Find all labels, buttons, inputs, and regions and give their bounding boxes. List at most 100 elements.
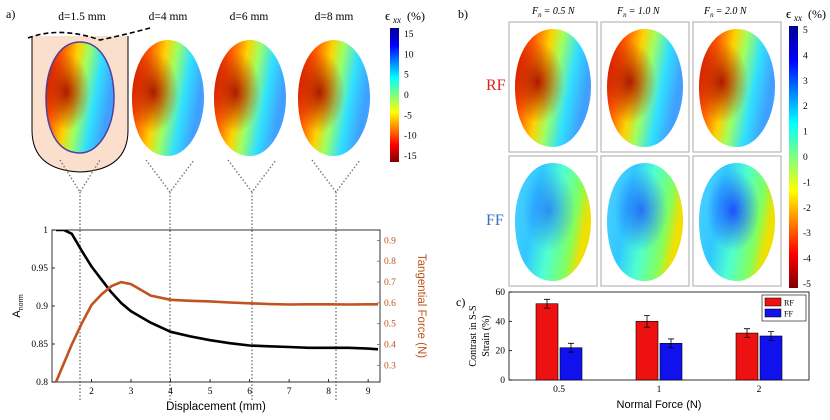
colorbar-b-tick: 1 [803,128,808,138]
force-value: = 2.0 N [716,6,748,17]
colorbar-a-tick: 10 [404,50,414,60]
colorbar-a: ϵ xx (%) 15 10 5 0 -5 -10 -15 [385,8,425,162]
svg-text:Fn= 0.5 N: Fn = 0.5 N [531,6,576,19]
row-label-ff: FF [486,212,504,229]
bar-x-tick-label: 1 [657,385,662,395]
depth-label: d=6 mm [230,11,269,23]
y-right-tick-label: 0.9 [384,236,396,246]
panel-b-label: b) [458,7,468,21]
colorbar-a-unit: (%) [407,9,425,23]
bar-y-tick-label: 0 [500,376,505,386]
strain-map [45,41,115,154]
bar-x-tick-label: 2 [757,385,762,395]
colorbar-b-unit: (%) [808,7,826,21]
depth-labels: d=1.5 mm d=4 mm d=6 mm d=8 mm [58,11,353,23]
bar-ff [659,343,683,381]
bar-rf [735,332,759,381]
colorbar-b-tick: 3 [803,77,808,87]
bar-rf [535,303,559,381]
strain-map [607,29,683,147]
error-bar [768,331,774,341]
colorbar-b-tick: -2 [803,204,811,214]
colorbar-b-tick: -3 [803,229,811,239]
svg-text:Contrast in S-S: Contrast in S-S [468,305,479,366]
strain-map [298,40,370,156]
colorbar-a-subscript: xx [392,15,401,25]
strain-map [132,40,204,156]
strain-map [607,163,683,281]
x-tick-label: 2 [89,387,94,397]
a-norm-line [56,230,379,351]
connector-lines [59,159,361,400]
colorbar-a-tick: -15 [404,152,417,162]
strain-map [515,29,591,147]
panel-a-label: a) [6,7,15,21]
error-bar [568,342,574,353]
y-right-tick-label: 0.3 [384,361,396,371]
depth-label: d=4 mm [149,11,188,23]
x-tick-label: 8 [326,387,331,397]
force-subscript: n [710,11,714,19]
force-symbol: F [531,6,539,17]
colorbar-a-tick: 5 [404,71,409,81]
bar-ff [559,347,583,381]
strain-map-row [45,40,370,156]
y-axis-label-right: Tangential Force (N) [415,254,427,358]
strain-map [699,29,775,147]
error-bar [668,338,674,349]
error-bar [544,298,550,309]
legend-swatch [764,297,782,307]
y-axis-label-left: Anorm [11,294,25,317]
legend-label: FF [784,310,793,319]
panel-c-label: c) [456,295,465,309]
bar-y-axis-label: Contrast in S-S Strain (%) [468,305,492,366]
error-bar [644,315,650,328]
colorbar-b-tick: -1 [803,178,811,188]
bar-y-tick-label: 20 [496,347,506,357]
bar-rf [635,321,659,381]
depth-label: d=1.5 mm [58,11,105,23]
colorbar-b-tick: 5 [803,26,808,36]
y-tick-label: 0.95 [31,264,48,274]
svg-text:Strain (%): Strain (%) [481,315,492,356]
colorbar-b-tick: 0 [803,153,808,163]
x-tick-label: 7 [287,387,292,397]
x-tick-label: 6 [247,387,252,397]
colorbar-b-tick: -4 [803,255,811,265]
plot-frame [51,229,381,383]
y-right-tick-label: 0.4 [384,341,396,351]
legend-swatch [764,308,782,318]
row-label-rf: RF [486,77,506,94]
colorbar-a-gradient [390,28,399,162]
y-right-tick-label: 0.7 [384,278,396,288]
x-tick-label: 3 [129,387,134,397]
colorbar-a-tick: 15 [404,30,414,40]
force-value: = 0.5 N [544,6,576,17]
bar-x-axis-label: Normal Force (N) [617,399,702,411]
bar-y-tick-label: 60 [496,288,506,298]
x-tick-label: 4 [168,387,173,397]
bar-plot-frame [508,291,810,381]
colorbar-a-symbol: ϵ [385,8,390,23]
colorbar-b-symbol: ϵ [786,6,791,21]
force-subscript: n [538,11,542,19]
strain-map [699,163,775,281]
finger-dashed-contour [27,27,151,41]
bar-y-tick-label: 40 [496,317,506,327]
y-tick-label: 0.9 [36,302,48,312]
strain-map [214,40,286,156]
colorbar-a-tick: -10 [404,132,417,142]
x-tick-label: 5 [208,387,213,397]
svg-text:Fn= 2.0 N: Fn = 2.0 N [703,6,748,19]
x-axis-label: Displacement (mm) [166,401,266,413]
x-tick-label: 9 [366,387,371,397]
svg-text:Fn= 1.0 N: Fn = 1.0 N [616,6,661,19]
strain-map [515,163,591,281]
force-symbol: F [616,6,624,17]
line-chart: 2 3 4 5 6 7 8 9 0.8 0.85 0.9 0.95 1 0.3 0.4 0.5 0.6 0.7… [11,226,427,413]
colorbar-b: ϵ xx (%) 5 4 3 2 1 0 -1 -2 -3 -4 -5 [786,6,826,290]
depth-label: d=8 mm [315,11,354,23]
y-right-tick-label: 0.5 [384,320,396,330]
colorbar-b-gradient [789,26,798,288]
